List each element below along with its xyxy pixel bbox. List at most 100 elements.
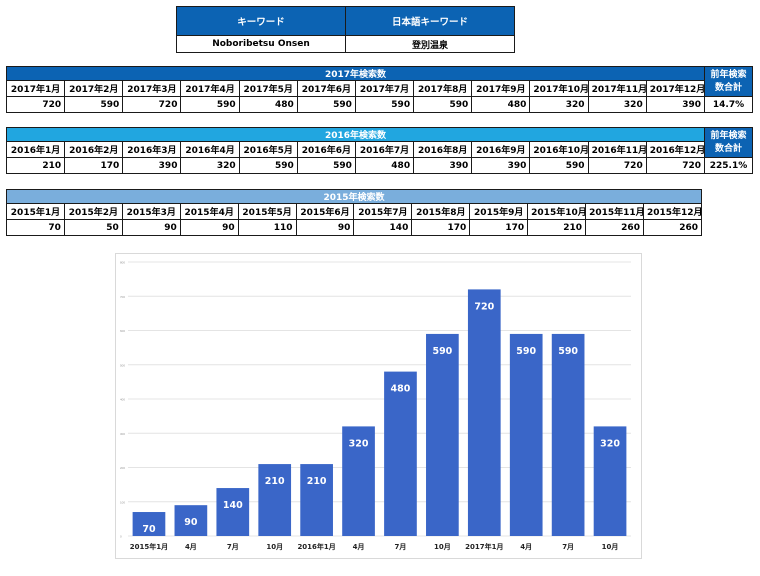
- x-tick-label: 7月: [227, 543, 239, 551]
- month-header: 2017年5月: [238, 80, 298, 97]
- data-label: 70: [142, 524, 156, 535]
- x-tick-label: 2017年1月: [465, 542, 503, 551]
- month-value: 390: [645, 96, 706, 113]
- month-header: 2016年2月: [64, 141, 124, 158]
- yoy-total-value-2017: 14.7%: [704, 96, 753, 113]
- y-tick-label: 800: [120, 261, 125, 265]
- month-header: 2017年9月: [471, 80, 531, 97]
- month-header: 2016年7月: [354, 141, 415, 158]
- month-header: 2015年3月: [121, 203, 181, 220]
- bar: [509, 333, 543, 536]
- month-header: 2017年12月: [645, 80, 706, 97]
- month-header: 2015年10月: [527, 203, 587, 220]
- bar: [467, 289, 501, 536]
- y-tick-label: 0: [120, 535, 122, 539]
- month-value: 70: [6, 219, 65, 236]
- data-label: 140: [223, 500, 243, 511]
- month-value: 720: [645, 157, 706, 174]
- month-value: 320: [529, 96, 589, 113]
- month-header: 2015年12月: [642, 203, 703, 220]
- month-value: 140: [353, 219, 413, 236]
- x-tick-label: 2016年1月: [297, 542, 335, 551]
- month-value: 170: [469, 219, 529, 236]
- x-tick-label: 7月: [395, 543, 407, 551]
- search-table-2015: 2015年検索数 2015年1月 2015年2月 2015年3月 2015年4月…: [6, 189, 703, 236]
- month-header: 2016年10月: [529, 141, 589, 158]
- month-value: 110: [237, 219, 297, 236]
- month-value: 320: [180, 157, 240, 174]
- data-label: 480: [391, 384, 411, 395]
- month-value: 170: [64, 157, 124, 174]
- y-tick-label: 600: [120, 329, 125, 333]
- yoy-total-label-2017: 前年検索数合計: [704, 66, 753, 97]
- month-header: 2016年11月: [587, 141, 647, 158]
- month-header: 2017年2月: [64, 80, 124, 97]
- bar: [216, 488, 250, 536]
- month-header: 2015年11月: [585, 203, 644, 220]
- month-value: 590: [238, 157, 298, 174]
- bar: [174, 505, 208, 536]
- month-header: 2015年2月: [63, 203, 123, 220]
- month-header: 2017年4月: [180, 80, 240, 97]
- month-header: 2016年3月: [122, 141, 182, 158]
- yoy-total-label-2016: 前年検索数合計: [704, 127, 753, 158]
- month-value: 480: [354, 157, 415, 174]
- month-header: 2015年5月: [237, 203, 297, 220]
- month-header: 2017年1月: [5, 80, 66, 97]
- search-table-2017: 2017年検索数 前年検索数合計 2017年1月 2017年2月 2017年3月…: [5, 66, 753, 113]
- month-value: 590: [296, 96, 356, 113]
- month-header: 2016年5月: [238, 141, 298, 158]
- month-value: 390: [413, 157, 473, 174]
- keyword-value: Noboribetsu Onsen: [176, 35, 346, 53]
- data-label: 210: [265, 476, 285, 487]
- search-volume-chart: 0 100 200 300 400 500 600 700 800 70 2015年1月 90 4月 14…: [115, 253, 642, 559]
- keyword-table: キーワード 日本語キーワード Noboribetsu Onsen 登別温泉: [176, 6, 515, 53]
- month-value: 90: [295, 219, 355, 236]
- chart-canvas: 0 100 200 300 400 500 600 700 800 70 2015年1月 90 4月 14…: [120, 261, 631, 551]
- month-header: 2017年11月: [587, 80, 647, 97]
- month-value: 170: [411, 219, 471, 236]
- month-header: 2015年6月: [295, 203, 355, 220]
- month-value: 590: [64, 96, 124, 113]
- japanese-keyword-value: 登別温泉: [345, 35, 515, 53]
- data-label: 590: [558, 346, 578, 357]
- bar: [384, 371, 417, 536]
- month-header: 2017年7月: [354, 80, 415, 97]
- bar: [342, 426, 375, 536]
- month-value: 720: [122, 96, 182, 113]
- month-value: 260: [585, 219, 644, 236]
- month-value: 320: [587, 96, 647, 113]
- month-header: 2015年9月: [469, 203, 529, 220]
- month-value: 90: [121, 219, 181, 236]
- bar: [551, 333, 585, 536]
- bar: [593, 426, 627, 536]
- month-header: 2017年3月: [122, 80, 182, 97]
- month-value: 590: [354, 96, 415, 113]
- data-label: 590: [516, 346, 536, 357]
- month-value: 720: [587, 157, 647, 174]
- month-value: 720: [5, 96, 66, 113]
- month-header: 2015年8月: [411, 203, 471, 220]
- month-value: 590: [529, 157, 589, 174]
- y-tick-label: 400: [120, 398, 125, 402]
- yoy-total-value-2016: 225.1%: [704, 157, 753, 174]
- bar: [258, 464, 292, 536]
- month-header: 2017年10月: [529, 80, 589, 97]
- table-title-2017: 2017年検索数: [6, 66, 705, 81]
- month-header: 2015年4月: [179, 203, 239, 220]
- month-value: 480: [471, 96, 531, 113]
- month-value: 590: [413, 96, 473, 113]
- y-tick-label: 700: [120, 295, 125, 299]
- month-header: 2015年1月: [6, 203, 65, 220]
- data-label: 90: [184, 517, 198, 528]
- month-header: 2016年4月: [180, 141, 240, 158]
- x-tick-label: 10月: [434, 543, 451, 551]
- search-table-2016: 2016年検索数 前年検索数合計 2016年1月 2016年2月 2016年3月…: [5, 127, 753, 174]
- data-label: 720: [474, 301, 494, 312]
- x-tick-label: 2015年1月: [130, 542, 168, 551]
- data-label: 590: [432, 346, 452, 357]
- month-value: 390: [471, 157, 531, 174]
- data-label: 320: [600, 438, 620, 449]
- bar: [426, 333, 459, 536]
- month-header: 2016年1月: [5, 141, 66, 158]
